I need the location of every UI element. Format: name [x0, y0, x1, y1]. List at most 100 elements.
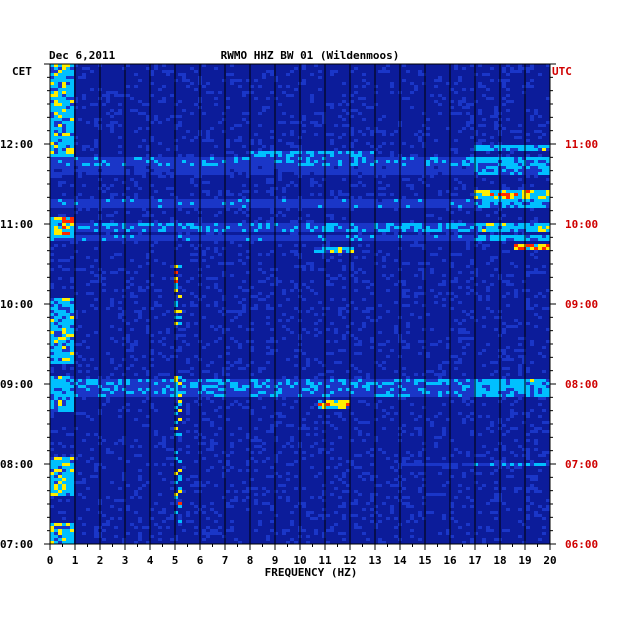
spectrogram-cell — [206, 391, 210, 394]
spectrogram-cell — [142, 379, 146, 382]
spectrogram-cell — [138, 229, 142, 232]
spectrogram-cell — [490, 259, 494, 262]
spectrogram-cell — [386, 391, 390, 394]
spectrogram-cell — [338, 415, 342, 418]
spectrogram-cell — [450, 223, 454, 226]
spectrogram-cell — [494, 166, 498, 169]
spectrogram-cell — [150, 334, 154, 337]
spectrogram-cell — [138, 169, 142, 172]
spectrogram-cell — [62, 127, 66, 130]
spectrogram-cell — [506, 118, 510, 121]
spectrogram-cell — [58, 376, 62, 379]
spectrogram-cell — [250, 412, 254, 415]
spectrogram-cell — [462, 205, 466, 208]
spectrogram-cell — [142, 367, 146, 370]
spectrogram-cell — [54, 316, 58, 319]
spectrogram-cell — [342, 337, 346, 340]
spectrogram-cell — [390, 418, 394, 421]
spectrogram-cell — [370, 340, 374, 343]
spectrogram-cell — [382, 232, 386, 235]
spectrogram-cell — [478, 109, 482, 112]
spectrogram-cell — [214, 223, 218, 226]
spectrogram-cell — [546, 229, 550, 232]
spectrogram-cell — [150, 136, 154, 139]
spectrogram-cell — [450, 265, 454, 268]
spectrogram-cell — [362, 97, 366, 100]
spectrogram-cell — [214, 373, 218, 376]
spectrogram-cell — [282, 415, 286, 418]
spectrogram-cell — [242, 94, 246, 97]
spectrogram-cell — [418, 232, 422, 235]
spectrogram-cell — [178, 349, 182, 352]
spectrogram-cell — [214, 226, 218, 229]
spectrogram-cell — [174, 391, 178, 394]
spectrogram-cell — [318, 415, 322, 418]
spectrogram-cell — [222, 373, 226, 376]
spectrogram-cell — [186, 172, 190, 175]
spectrogram-cell — [274, 226, 278, 229]
spectrogram-cell — [462, 187, 466, 190]
spectrogram-cell — [102, 199, 106, 202]
spectrogram-cell — [290, 406, 294, 409]
spectrogram-cell — [534, 169, 538, 172]
spectrogram-cell — [470, 391, 474, 394]
spectrogram-cell — [470, 235, 474, 238]
spectrogram-cell — [58, 148, 62, 151]
spectrogram-cell — [50, 355, 54, 358]
spectrogram-cell — [150, 163, 154, 166]
spectrogram-cell — [214, 391, 218, 394]
spectrogram-cell — [150, 94, 154, 97]
spectrogram-cell — [294, 232, 298, 235]
spectrogram-cell — [162, 391, 166, 394]
spectrogram-cell — [134, 166, 138, 169]
spectrogram-cell — [490, 283, 494, 286]
spectrogram-cell — [494, 145, 498, 148]
spectrogram-cell — [514, 319, 518, 322]
spectrogram-cell — [58, 94, 62, 97]
spectrogram-cell — [466, 394, 470, 397]
spectrogram-cell — [534, 304, 538, 307]
spectrogram-cell — [326, 154, 330, 157]
spectrogram-cell — [474, 199, 478, 202]
spectrogram-cell — [310, 226, 314, 229]
spectrogram-cell — [542, 391, 546, 394]
spectrogram-cell — [126, 349, 130, 352]
spectrogram-cell — [526, 85, 530, 88]
spectrogram-cell — [442, 223, 446, 226]
spectrogram-cell — [50, 400, 54, 403]
spectrogram-cell — [290, 163, 294, 166]
spectrogram-cell — [138, 391, 142, 394]
spectrogram-cell — [338, 406, 342, 409]
spectrogram-cell — [138, 202, 142, 205]
spectrogram-cell — [146, 115, 150, 118]
spectrogram-cell — [54, 85, 58, 88]
spectrogram-cell — [190, 304, 194, 307]
spectrogram-cell — [214, 385, 218, 388]
spectrogram-cell — [478, 64, 482, 67]
spectrogram-cell — [150, 202, 154, 205]
spectrogram-cell — [478, 148, 482, 151]
spectrogram-cell — [218, 226, 222, 229]
spectrogram-cell — [130, 394, 134, 397]
spectrogram-cell — [174, 304, 178, 307]
spectrogram-cell — [246, 172, 250, 175]
spectrogram-cell — [402, 238, 406, 241]
spectrogram-cell — [526, 163, 530, 166]
spectrogram-cell — [70, 142, 74, 145]
spectrogram-cell — [54, 109, 58, 112]
spectrogram-cell — [518, 379, 522, 382]
spectrogram-cell — [374, 385, 378, 388]
spectrogram-cell — [86, 163, 90, 166]
spectrogram-cell — [394, 130, 398, 133]
spectrogram-cell — [530, 145, 534, 148]
spectrogram-cell — [526, 289, 530, 292]
spectrogram-cell — [302, 124, 306, 127]
spectrogram-cell — [342, 379, 346, 382]
spectrogram-cell — [478, 226, 482, 229]
spectrogram-cell — [318, 379, 322, 382]
spectrogram-cell — [242, 379, 246, 382]
spectrogram-cell — [146, 379, 150, 382]
spectrogram-cell — [254, 382, 258, 385]
spectrogram-cell — [322, 154, 326, 157]
spectrogram-cell — [542, 382, 546, 385]
